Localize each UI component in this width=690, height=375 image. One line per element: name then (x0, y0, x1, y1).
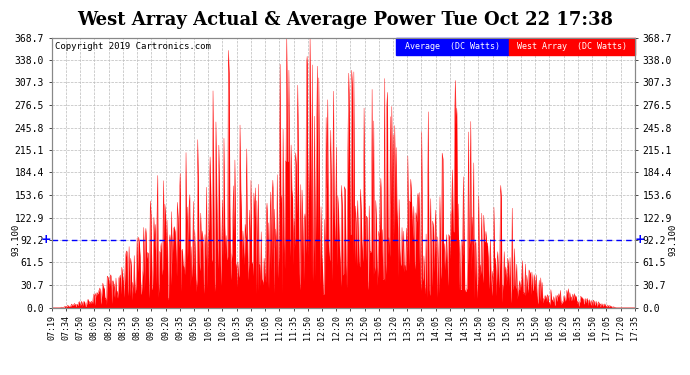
Text: Copyright 2019 Cartronics.com: Copyright 2019 Cartronics.com (55, 42, 210, 51)
Text: +: + (635, 234, 645, 246)
Text: West Array  (DC Watts): West Array (DC Watts) (517, 42, 627, 51)
Text: 93.100: 93.100 (11, 224, 20, 256)
FancyBboxPatch shape (396, 38, 509, 55)
Text: 93.100: 93.100 (668, 224, 677, 256)
FancyBboxPatch shape (509, 38, 635, 55)
Text: Average  (DC Watts): Average (DC Watts) (405, 42, 500, 51)
Text: +: + (41, 234, 52, 246)
Text: West Array Actual & Average Power Tue Oct 22 17:38: West Array Actual & Average Power Tue Oc… (77, 11, 613, 29)
